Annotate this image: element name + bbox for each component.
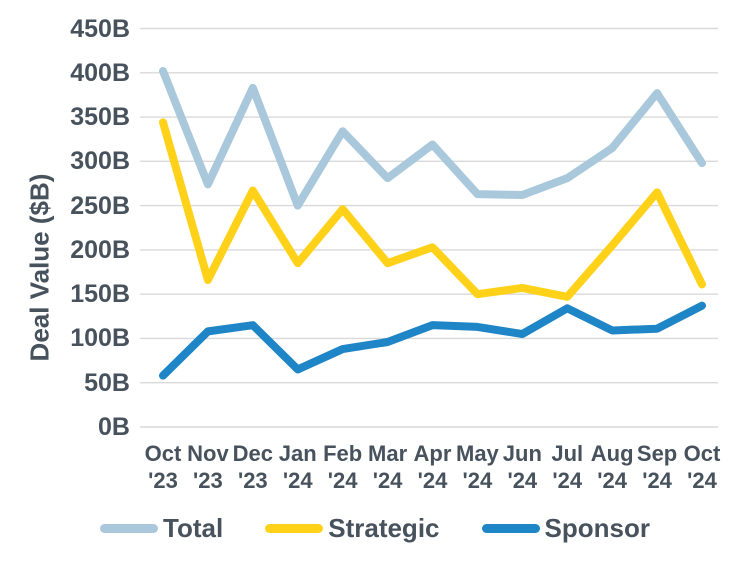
x-tick-label: Mar '24 — [355, 440, 421, 494]
x-tick-label: Oct '24 — [669, 440, 735, 494]
y-tick-label: 200B — [70, 235, 130, 264]
x-tick-label: Apr '24 — [400, 440, 466, 494]
y-tick-label: 0B — [98, 413, 130, 441]
y-tick-label: 450B — [70, 14, 130, 43]
legend-swatch-sponsor — [481, 523, 540, 533]
y-tick-label: 300B — [70, 147, 130, 176]
x-tick-month: Dec — [232, 441, 273, 466]
y-tick-label: 50B — [84, 368, 130, 397]
x-tick-year: '24 — [462, 468, 493, 493]
x-tick-month: May — [456, 441, 499, 466]
x-tick-label: Nov '23 — [175, 440, 241, 494]
series-line-strategic — [159, 118, 706, 301]
x-tick-year: '24 — [597, 468, 627, 493]
x-tick-label: Jun '24 — [489, 440, 555, 494]
x-tick-label: Jan '24 — [265, 440, 331, 494]
legend-item-strategic: Strategic — [265, 513, 440, 543]
x-tick-year: '24 — [552, 468, 583, 493]
legend-item-sponsor: Sponsor — [481, 513, 650, 543]
series-line-total — [159, 67, 706, 210]
legend-swatch-total — [100, 523, 159, 533]
y-tick-label: 400B — [70, 58, 130, 87]
x-tick-label: Feb '24 — [310, 440, 376, 494]
x-tick-month: Feb — [323, 441, 363, 466]
x-tick-year: '24 — [687, 468, 717, 493]
x-tick-month: Jun — [502, 441, 542, 466]
x-tick-month: Oct — [144, 441, 182, 466]
x-tick-year: '23 — [193, 468, 223, 493]
x-tick-month: Nov — [187, 441, 229, 466]
x-tick-month: Jan — [278, 441, 317, 466]
x-tick-label: Sep '24 — [624, 440, 690, 494]
x-tick-label: Dec '23 — [220, 440, 286, 494]
x-tick-year: '24 — [642, 468, 672, 493]
x-tick-year: '24 — [417, 468, 448, 493]
legend-label: Total — [163, 513, 224, 543]
legend-label: Sponsor — [544, 513, 650, 543]
x-tick-label: May '24 — [444, 440, 510, 494]
x-tick-label: Jul '24 — [534, 440, 600, 494]
x-tick-year: '24 — [507, 468, 538, 493]
y-tick-label: 350B — [70, 103, 130, 132]
y-tick-label: 100B — [70, 324, 130, 353]
legend: Total Strategic Sponsor — [0, 513, 750, 543]
series-line-sponsor — [159, 301, 706, 380]
x-tick-year: '24 — [327, 468, 358, 493]
x-tick-year: '24 — [372, 468, 403, 493]
legend-swatch-strategic — [265, 523, 324, 533]
x-tick-month: Apr — [413, 441, 452, 466]
x-tick-month: Sep — [636, 441, 678, 466]
x-tick-year: '23 — [148, 468, 178, 493]
x-tick-month: Mar — [368, 441, 408, 466]
legend-item-total: Total — [100, 513, 223, 543]
legend-label: Strategic — [328, 513, 440, 543]
x-tick-label: Aug '24 — [579, 440, 645, 494]
x-tick-month: Aug — [590, 441, 634, 466]
x-tick-year: '23 — [237, 468, 268, 493]
x-tick-month: Oct — [683, 441, 721, 466]
x-tick-year: '24 — [282, 468, 313, 493]
x-tick-month: Jul — [551, 441, 584, 466]
y-tick-label: 150B — [70, 280, 130, 309]
x-tick-label: Oct '23 — [130, 440, 196, 494]
y-tick-label: 250B — [70, 191, 130, 220]
